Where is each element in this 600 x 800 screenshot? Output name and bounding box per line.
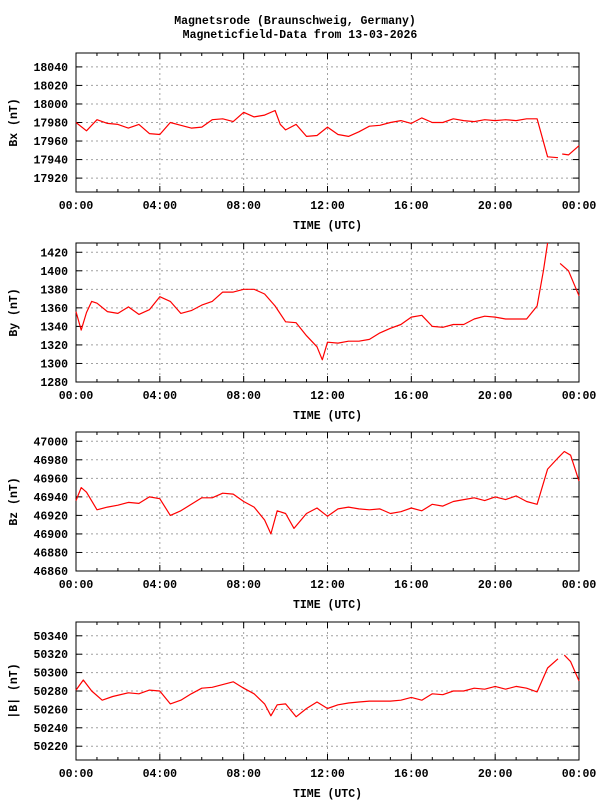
y-tick-label: 50280 (33, 686, 68, 699)
y-axis-label: By (nT) (8, 288, 21, 336)
x-tick-label: 16:00 (394, 768, 429, 781)
y-tick-label: 50340 (33, 631, 68, 644)
x-tick-label: 08:00 (226, 390, 261, 403)
y-tick-label: 1280 (40, 377, 68, 390)
x-tick-label: 12:00 (310, 768, 345, 781)
x-tick-label: 00:00 (59, 390, 94, 403)
y-tick-label: 18040 (33, 62, 68, 75)
x-tick-label: 00:00 (562, 200, 597, 213)
y-tick-label: 18000 (33, 99, 68, 112)
x-axis-label: TIME (UTC) (293, 220, 362, 233)
y-axis-label: Bz (nT) (8, 477, 21, 525)
y-tick-label: 17940 (33, 155, 68, 168)
panel-1: 00:00 04:00 08:00 12:00 16:00 20:00 00:00 17920… (8, 52, 597, 233)
x-tick-label: 16:00 (394, 390, 429, 403)
y-tick-label: 46860 (33, 566, 68, 579)
x-axis-label: TIME (UTC) (293, 410, 362, 423)
x-tick-label: 12:00 (310, 579, 345, 592)
x-tick-label: 00:00 (59, 579, 94, 592)
y-tick-label: 47000 (33, 436, 68, 449)
data-series-line (75, 654, 580, 718)
y-tick-label: 1320 (40, 340, 68, 353)
chart-title-line1: Magnetsrode (Braunschweig, Germany) (174, 15, 416, 28)
y-tick-label: 50240 (33, 723, 68, 736)
y-tick-label: 1420 (40, 247, 68, 260)
y-tick-label: 1400 (40, 266, 68, 279)
x-tick-label: 00:00 (59, 200, 94, 213)
x-tick-label: 20:00 (478, 768, 513, 781)
panel-4: 00:00 04:00 08:00 12:00 16:00 20:00 00:00 50220… (8, 621, 597, 800)
y-tick-label: 1360 (40, 303, 68, 316)
plot-frame (75, 431, 580, 572)
panel-2: 00:00 04:00 08:00 12:00 16:00 20:00 00:0012801… (8, 242, 597, 423)
y-tick-label: 46980 (33, 455, 68, 468)
y-tick-label: 1380 (40, 284, 68, 297)
y-axis-label: Bx (nT) (8, 98, 21, 146)
x-tick-label: 20:00 (478, 200, 513, 213)
y-tick-label: 50260 (33, 704, 68, 717)
x-tick-label: 04:00 (143, 200, 178, 213)
y-tick-label: 46920 (33, 510, 68, 523)
x-tick-label: 00:00 (562, 390, 597, 403)
y-tick-label: 17960 (33, 136, 68, 149)
y-tick-label: 1340 (40, 321, 68, 334)
x-tick-label: 08:00 (226, 579, 261, 592)
chart-title-line2: Magneticfield-Data from 13-03-2026 (183, 29, 418, 42)
y-tick-label: 46960 (33, 473, 68, 486)
x-tick-label: 04:00 (143, 768, 178, 781)
data-series-line (75, 450, 580, 535)
x-tick-label: 00:00 (562, 768, 597, 781)
x-tick-label: 20:00 (478, 579, 513, 592)
x-tick-label: 00:00 (562, 579, 597, 592)
y-axis-label: |B| (nT) (8, 663, 21, 718)
x-axis-label: TIME (UTC) (293, 599, 362, 612)
y-tick-label: 50300 (33, 668, 68, 681)
plot-frame (75, 621, 580, 761)
x-tick-label: 20:00 (478, 390, 513, 403)
y-tick-label: 17920 (33, 173, 68, 186)
y-tick-label: 50220 (33, 741, 68, 754)
y-tick-label: 17980 (33, 118, 68, 131)
y-tick-label: 46880 (33, 547, 68, 560)
y-tick-label: 18020 (33, 80, 68, 93)
x-tick-label: 04:00 (143, 390, 178, 403)
x-tick-label: 12:00 (310, 390, 345, 403)
panel-3: 00:00 04:00 08:00 12:00 16:00 20:00 00:0046860… (8, 431, 597, 612)
y-tick-label: 1300 (40, 358, 68, 371)
x-tick-label: 08:00 (226, 200, 261, 213)
x-tick-label: 00:00 (59, 768, 94, 781)
x-tick-label: 16:00 (394, 200, 429, 213)
y-tick-label: 46900 (33, 529, 68, 542)
x-axis-label: TIME (UTC) (293, 788, 362, 800)
data-series-line (75, 242, 580, 361)
y-tick-label: 46940 (33, 492, 68, 505)
data-series-line (75, 109, 580, 159)
x-tick-label: 16:00 (394, 579, 429, 592)
x-tick-label: 04:00 (143, 579, 178, 592)
y-tick-label: 50320 (33, 649, 68, 662)
x-tick-label: 08:00 (226, 768, 261, 781)
x-tick-label: 12:00 (310, 200, 345, 213)
